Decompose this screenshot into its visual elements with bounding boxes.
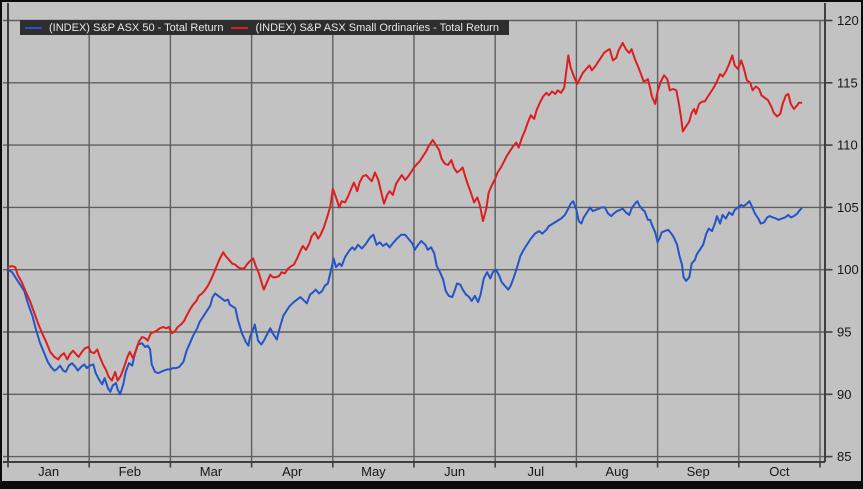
y-tick-label-90: 90 (837, 387, 851, 402)
legend-item-asx50: (INDEX) S&P ASX 50 - Total Return (25, 22, 223, 34)
x-month-label-Jul: Jul (527, 464, 544, 479)
x-month-label-Jun: Jun (444, 464, 465, 479)
legend-item-small-ordinaries: (INDEX) S&P ASX Small Ordinaries - Total… (231, 22, 499, 34)
window-bottom-edge (0, 481, 863, 489)
x-month-label-Mar: Mar (200, 464, 223, 479)
y-tick-label-100: 100 (837, 262, 859, 277)
y-tick-label-120: 120 (837, 13, 859, 28)
x-month-label-May: May (361, 464, 386, 479)
x-month-label-Feb: Feb (119, 464, 141, 479)
y-tick-label-95: 95 (837, 325, 851, 340)
chart-legend: (INDEX) S&P ASX 50 - Total Return (INDEX… (20, 20, 509, 35)
asx50-line-swatch-icon (25, 26, 42, 29)
x-month-label-Aug: Aug (605, 464, 628, 479)
y-tick-label-85: 85 (837, 449, 851, 464)
y-tick-label-110: 110 (837, 138, 858, 153)
series-line-sp-asx-50 (7, 200, 803, 396)
x-month-label-Oct: Oct (769, 464, 790, 479)
x-month-label-Apr: Apr (282, 464, 303, 479)
small-ordinaries-line-swatch-icon (231, 26, 249, 29)
legend-label-small-ordinaries: (INDEX) S&P ASX Small Ordinaries - Total… (255, 21, 499, 34)
y-tick-label-105: 105 (837, 200, 859, 215)
y-tick-label-115: 115 (837, 75, 858, 90)
x-month-label-Jan: Jan (38, 464, 59, 479)
series-line-sp-asx-small-ordinaries (7, 41, 803, 382)
legend-label-asx50: (INDEX) S&P ASX 50 - Total Return (49, 21, 224, 34)
x-month-label-Sep: Sep (687, 464, 710, 479)
